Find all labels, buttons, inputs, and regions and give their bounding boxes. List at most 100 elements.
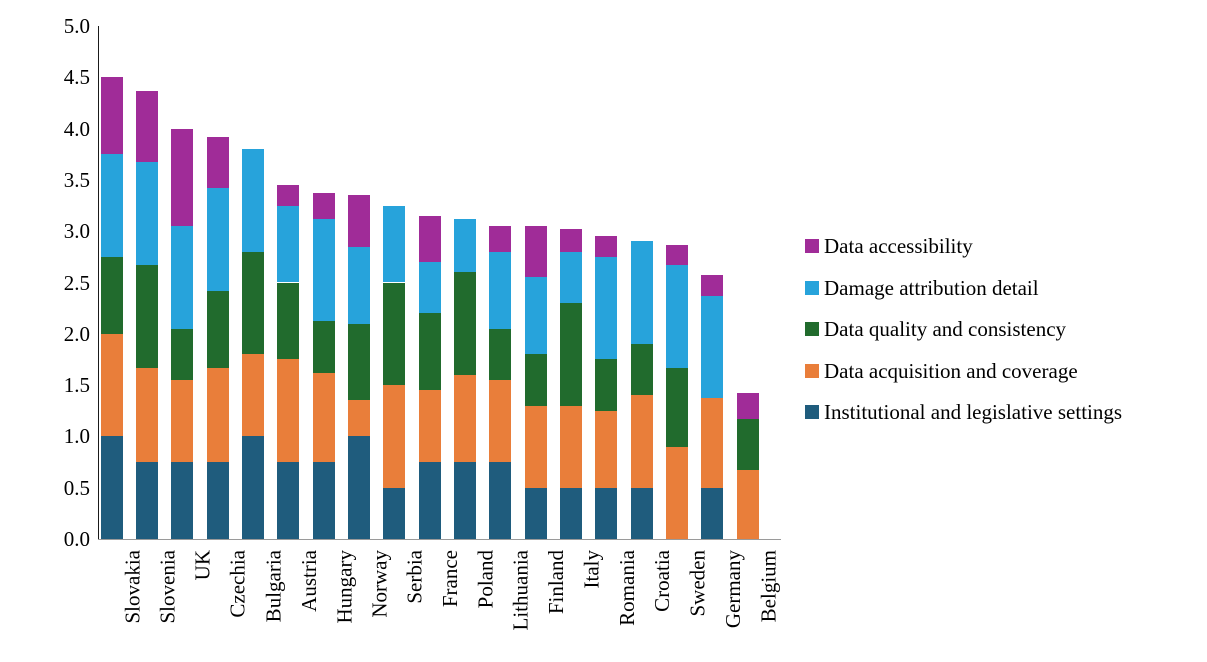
bar-segment-data-quality-and-consistency (383, 282, 406, 386)
bar-segment-damage-attribution-detail (524, 277, 547, 355)
x-axis-label: Germany (720, 550, 745, 629)
y-axis-tick-label: 2.5 (63, 270, 90, 295)
legend-label: Institutional and legislative settings (824, 400, 1123, 424)
bar-segment-data-quality-and-consistency (418, 313, 441, 391)
bar-segment-data-accessibility (418, 215, 441, 262)
bar-segment-data-accessibility (666, 244, 689, 266)
bar-segment-damage-attribution-detail (241, 149, 264, 252)
bar-segment-data-accessibility (100, 77, 123, 155)
bar-segment-data-accessibility (560, 229, 583, 252)
bar-segment-damage-attribution-detail (418, 261, 441, 314)
bar-segment-damage-attribution-detail (489, 251, 512, 329)
y-axis-tick-label: 3.5 (63, 167, 90, 192)
bar-segment-institutional-and-legislative-settings (347, 436, 370, 539)
bar-segment-data-accessibility (524, 226, 547, 278)
bar-segment-data-acquisition-and-coverage (383, 385, 406, 488)
x-axis-label: Bulgaria (261, 550, 286, 623)
y-axis-tick-label: 1.0 (63, 424, 90, 449)
bar-segment-institutional-and-legislative-settings (241, 436, 264, 539)
bar-segment-data-quality-and-consistency (454, 272, 476, 375)
legend-item: Data acquisition and coverage (805, 360, 1078, 382)
bar-segment-institutional-and-legislative-settings (630, 487, 653, 539)
bar-segment-data-acquisition-and-coverage (277, 359, 300, 463)
bar-segment-data-accessibility (701, 275, 724, 296)
bar-segment-data-quality-and-consistency (595, 359, 618, 411)
bar-segment-institutional-and-legislative-settings (418, 462, 441, 539)
bar-segment-institutional-and-legislative-settings (489, 462, 512, 539)
bar-segment-data-acquisition-and-coverage (312, 372, 335, 463)
bar-segment-damage-attribution-detail (595, 256, 618, 360)
bar-segment-data-quality-and-consistency (135, 265, 158, 368)
y-axis-tick-label: 2.0 (63, 321, 90, 346)
bar-segment-data-acquisition-and-coverage (241, 354, 264, 437)
y-axis-tick-label: 0.5 (63, 475, 90, 500)
bar-segment-data-quality-and-consistency (277, 282, 300, 360)
bar-segment-data-acquisition-and-coverage (666, 446, 689, 539)
bar-segment-institutional-and-legislative-settings (560, 487, 583, 539)
bar-segment-damage-attribution-detail (100, 154, 123, 257)
legend-swatch-data-acquisition-and-coverage (805, 363, 819, 378)
x-axis-label: Czechia (226, 550, 251, 618)
bar-segment-data-accessibility (595, 236, 618, 257)
bar-segment-data-acquisition-and-coverage (736, 470, 759, 539)
legend-swatch-damage-attribution-detail (805, 280, 819, 295)
x-axis-label: Norway (367, 550, 392, 618)
bar-segment-data-acquisition-and-coverage (701, 398, 724, 488)
bar-segment-damage-attribution-detail (171, 226, 194, 329)
bar-segment-damage-attribution-detail (312, 218, 335, 322)
bar-segment-data-quality-and-consistency (736, 418, 759, 471)
y-axis-tick-label: 4.5 (63, 65, 90, 90)
bar-segment-institutional-and-legislative-settings (701, 487, 724, 539)
bar-segment-damage-attribution-detail (560, 251, 583, 304)
bar-segment-data-acquisition-and-coverage (171, 379, 194, 463)
bar-segment-institutional-and-legislative-settings (135, 462, 158, 539)
bar-segment-data-quality-and-consistency (666, 367, 689, 447)
bar-segment-data-quality-and-consistency (241, 251, 264, 355)
bar-segment-damage-attribution-detail (383, 205, 406, 283)
legend-swatch-institutional-and-legislative-settings (805, 405, 819, 419)
bar-segment-institutional-and-legislative-settings (100, 436, 123, 539)
bar-segment-data-acquisition-and-coverage (524, 405, 547, 488)
x-axis-label: Finland (544, 550, 569, 615)
bar-segment-data-acquisition-and-coverage (135, 367, 158, 463)
bar-segment-institutional-and-legislative-settings (277, 462, 300, 539)
y-axis-tick-label: 3.0 (63, 219, 90, 244)
bar-segment-damage-attribution-detail (630, 241, 653, 345)
x-axis-label: UK (190, 550, 215, 581)
bar-segment-data-quality-and-consistency (560, 303, 583, 406)
bar-segment-data-quality-and-consistency (100, 256, 123, 334)
bar-segment-data-acquisition-and-coverage (100, 333, 123, 437)
bar-segment-data-accessibility (347, 195, 370, 247)
bar-segment-data-quality-and-consistency (630, 344, 653, 396)
y-axis-tick-label: 4.0 (63, 116, 90, 141)
x-axis-label: Poland (473, 550, 498, 609)
bar-segment-data-accessibility (206, 136, 229, 189)
bar-segment-data-acquisition-and-coverage (418, 390, 441, 463)
bar-segment-institutional-and-legislative-settings (171, 462, 194, 539)
bar-segment-data-acquisition-and-coverage (560, 405, 583, 488)
y-axis-tick-label: 1.5 (63, 373, 90, 398)
x-axis-label: Hungary (332, 550, 357, 624)
x-axis-line (98, 539, 781, 540)
legend-item: Damage attribution detail (805, 277, 1039, 299)
y-axis-tick-label: 5.0 (63, 14, 90, 38)
x-axis-label: Sweden (685, 550, 710, 617)
legend-label: Data acquisition and coverage (824, 358, 1078, 383)
bar-segment-damage-attribution-detail (135, 162, 158, 266)
bar-segment-data-acquisition-and-coverage (454, 374, 476, 463)
x-axis-label: Belgium (756, 550, 781, 623)
x-axis-label: Italy (579, 550, 604, 589)
legend-swatch-data-quality-and-consistency (805, 322, 819, 336)
bar-segment-data-quality-and-consistency (524, 354, 547, 406)
legend-label: Data quality and consistency (824, 317, 1067, 341)
bar-segment-data-quality-and-consistency (489, 328, 512, 380)
bar-segment-data-quality-and-consistency (347, 323, 370, 401)
x-axis-label: Slovenia (155, 550, 180, 624)
bar-segment-data-acquisition-and-coverage (206, 367, 229, 463)
legend-item: Institutional and legislative settings (805, 401, 1122, 423)
bar-segment-damage-attribution-detail (666, 265, 689, 368)
x-axis-label: Austria (296, 550, 321, 612)
bar-segment-data-acquisition-and-coverage (595, 410, 618, 488)
bar-segment-data-accessibility (489, 226, 512, 252)
